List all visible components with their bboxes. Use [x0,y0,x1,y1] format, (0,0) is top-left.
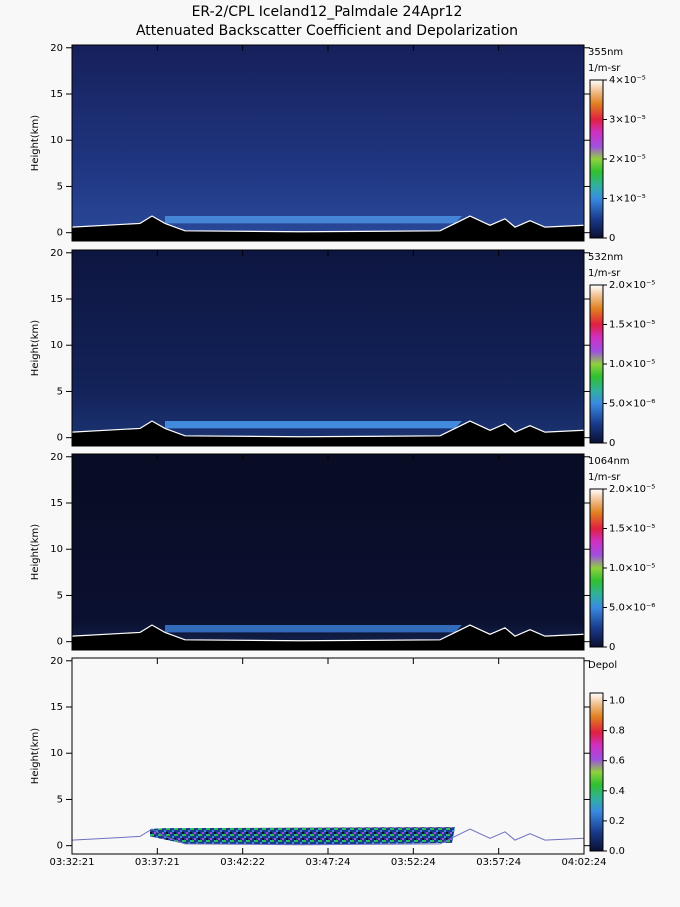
y-tick-label: 10 [50,544,63,555]
y-tick-label: 20 [50,452,63,463]
colorbar-label: 1/m-sr [588,472,621,483]
colorbar-tick-label: 0 [609,438,615,449]
y-tick-label: 5 [57,181,63,192]
y-tick-label: 0 [57,433,63,444]
y-axis-label: Height(km) [30,728,41,784]
y-tick-label: 10 [50,340,63,351]
colorbar [589,284,604,444]
aerosol-layer [165,216,462,224]
colorbar-tick-label: 2.0×10⁻⁵ [609,484,655,495]
colorbar-label: 1/m-sr [588,268,621,279]
terrain [72,625,584,650]
colorbar-label: 1/m-sr [588,63,621,74]
y-tick-label: 20 [50,656,63,667]
colorbar [589,79,604,239]
colorbar-tick-label: 0.6 [609,756,625,767]
y-tick-label: 15 [50,89,63,100]
colorbar-tick-label: 3×10⁻⁵ [609,115,646,126]
x-tick-label: 03:52:24 [391,857,436,868]
x-tick-label: 04:02:24 [562,857,607,868]
curtain-background [72,250,584,446]
colorbar-tick-label: 2×10⁻⁵ [609,154,646,165]
colorbar [589,692,604,852]
x-tick-label: 03:32:21 [50,857,95,868]
colorbar-tick-label: 0.8 [609,726,625,737]
colorbar-tick-label: 0 [609,233,615,244]
x-tick-label: 03:42:22 [220,857,265,868]
terrain [72,421,584,446]
surface-line [71,420,585,438]
y-tick-label: 15 [50,702,63,713]
colorbar-tick-label: 5.0×10⁻⁶ [609,399,655,410]
y-axis-label: Height(km) [30,524,41,580]
depol-layer [150,827,455,845]
curtain-background [72,454,584,650]
y-tick-label: 15 [50,294,63,305]
colorbar-tick-label: 1.5×10⁻⁵ [609,320,655,331]
colorbar-tick-label: 1.5×10⁻⁵ [609,524,655,535]
surface-line [71,624,585,642]
colorbar-tick-label: 1.0×10⁻⁵ [609,563,655,574]
surface-trace [71,828,585,846]
x-tick-label: 03:57:24 [476,857,521,868]
y-tick-label: 0 [57,841,63,852]
curtain-background [72,45,584,241]
colorbar-tick-label: 0.4 [609,786,625,797]
y-tick-label: 5 [57,386,63,397]
colorbar-tick-label: 0.0 [609,846,625,857]
colorbar-label: 532nm [588,252,623,263]
surface-line [71,215,585,233]
colorbar-tick-label: 0 [609,642,615,653]
colorbar-tick-label: 1.0 [609,696,625,707]
colorbar-tick-label: 5.0×10⁻⁶ [609,603,655,614]
x-tick-label: 03:47:24 [306,857,351,868]
y-tick-label: 10 [50,748,63,759]
aerosol-layer [165,625,462,633]
y-tick-label: 20 [50,248,63,259]
aerosol-layer [165,421,462,429]
y-tick-label: 10 [50,135,63,146]
colorbar-label: Depol [588,660,617,671]
colorbar-tick-label: 1×10⁻⁵ [609,194,646,205]
chart-subtitle: Attenuated Backscatter Coefficient and D… [136,23,518,39]
y-tick-label: 0 [57,228,63,239]
curtain-background [72,658,584,854]
y-tick-label: 5 [57,794,63,805]
colorbar-label: 355nm [588,47,623,58]
y-tick-label: 15 [50,498,63,509]
colorbar-tick-label: 1.0×10⁻⁵ [609,359,655,370]
y-tick-label: 0 [57,637,63,648]
x-tick-label: 03:37:21 [135,857,180,868]
colorbar-label: 1064nm [588,456,630,467]
terrain [72,216,584,241]
y-axis-label: Height(km) [30,320,41,376]
chart-title: ER-2/CPL Iceland12_Palmdale 24Apr12 [192,4,463,20]
colorbar [589,488,604,648]
colorbar-tick-label: 0.2 [609,816,625,827]
y-axis-label: Height(km) [30,115,41,171]
colorbar-tick-label: 2.0×10⁻⁵ [609,280,655,291]
y-tick-label: 20 [50,43,63,54]
y-tick-label: 5 [57,590,63,601]
colorbar-tick-label: 4×10⁻⁵ [609,75,646,86]
